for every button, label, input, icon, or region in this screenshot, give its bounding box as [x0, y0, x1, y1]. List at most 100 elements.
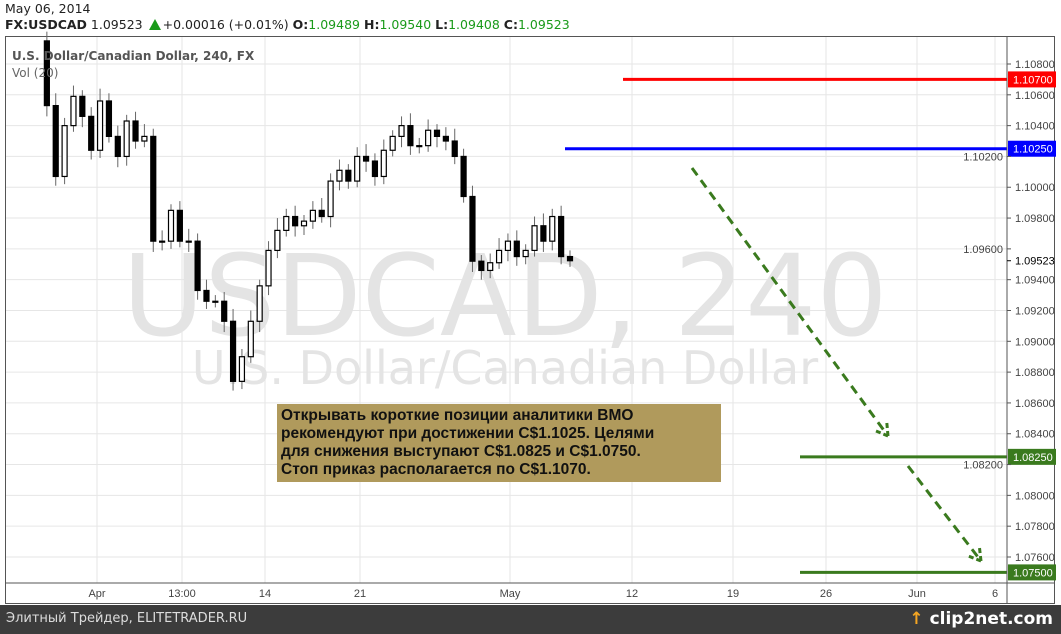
dashed-arrow	[690, 167, 890, 437]
candle	[362, 155, 370, 162]
series-legend: U.S. Dollar/Canadian Dollar, 240, FX	[12, 49, 255, 63]
candle	[256, 285, 263, 322]
candle	[52, 104, 59, 178]
candle	[416, 145, 423, 148]
x-tick-label: 14	[259, 588, 271, 600]
x-tick-label: 6	[992, 588, 998, 600]
note-line: для снижения выступают C$1.0825 и C$1.07…	[281, 443, 641, 460]
candle	[229, 320, 237, 382]
candle	[79, 95, 86, 117]
candle	[389, 135, 396, 151]
candle	[549, 215, 556, 242]
level-label: 1.07500	[1013, 567, 1053, 579]
analysis-note: Открывать короткие позиции аналитики BMO…	[277, 404, 721, 482]
x-tick-label: 21	[354, 588, 366, 600]
candle	[88, 115, 95, 151]
candle	[70, 95, 77, 127]
y-tick-label: 1.08000	[1015, 490, 1055, 502]
candle	[283, 215, 290, 231]
y-tick-label: 1.10200	[963, 151, 1003, 163]
low-value: 1.09408	[448, 17, 500, 32]
x-tick-label: 19	[727, 588, 739, 600]
footer-source: Элитный Трейдер, ELITETRADER.RU	[6, 611, 248, 626]
level-label-bg	[1008, 448, 1056, 465]
footer: Элитный Трейдер, ELITETRADER.RU ↑ clip2n…	[0, 605, 1061, 634]
candle	[114, 135, 121, 158]
candle	[265, 249, 272, 287]
candle	[194, 240, 201, 292]
candle	[345, 169, 352, 182]
candle	[380, 149, 387, 178]
y-tick-label: 1.07600	[1015, 552, 1055, 564]
note-line: Стоп приказ располагается по C$1.1070.	[281, 461, 591, 478]
y-tick-label: 1.09600	[963, 244, 1003, 256]
y-tick-label: 1.08400	[1015, 429, 1055, 441]
candle	[327, 180, 334, 218]
last-price: 1.09523	[90, 17, 143, 32]
x-tick-label: May	[500, 588, 521, 600]
candle	[451, 140, 458, 158]
current-price-label: 1.09523	[1015, 256, 1055, 268]
candle	[300, 220, 308, 227]
y-tick-label: 1.08600	[1015, 398, 1055, 410]
level-label: 1.10700	[1013, 74, 1053, 86]
candle	[309, 209, 316, 222]
high-label: H:	[363, 17, 380, 32]
candle	[540, 225, 547, 242]
candle	[398, 125, 405, 138]
candle	[159, 240, 166, 243]
triangle-up-icon	[148, 19, 161, 30]
y-tick-label: 1.09400	[1015, 275, 1055, 287]
candle	[185, 240, 192, 243]
arrow-head	[885, 421, 890, 437]
note-line: рекомендуют при достижении C$1.1025. Цел…	[281, 425, 655, 442]
candle	[238, 356, 246, 382]
candle	[141, 135, 148, 142]
candle	[425, 129, 432, 147]
y-tick-label: 1.10400	[1015, 121, 1055, 133]
candle	[43, 40, 50, 107]
candle	[513, 240, 520, 258]
candle	[292, 215, 299, 227]
candle	[407, 125, 414, 147]
candle	[221, 300, 228, 322]
low-label: L:	[435, 17, 449, 32]
x-tick-label: 12	[626, 588, 638, 600]
candle	[354, 155, 361, 182]
candle	[61, 125, 68, 178]
candle	[105, 100, 113, 138]
level-label: 1.10250	[1013, 144, 1053, 156]
candle	[566, 255, 574, 262]
dashed-arrow	[906, 465, 983, 562]
x-tick-label: 26	[820, 588, 832, 600]
candle	[433, 129, 441, 138]
candle	[203, 289, 210, 302]
y-tick-label: 1.10800	[1015, 59, 1055, 71]
candle	[96, 100, 104, 151]
candle	[487, 262, 494, 272]
level-label-bg	[1008, 564, 1056, 581]
quote-line: FX:USDCAD 1.09523 +0.00016 (+0.01%) O:1.…	[5, 17, 570, 32]
candle	[318, 209, 325, 218]
x-tick-label: Jun	[908, 588, 926, 600]
candle	[460, 155, 467, 198]
y-tick-label: 1.09800	[1015, 213, 1055, 225]
candle	[132, 120, 139, 142]
upload-arrow-icon: ↑	[909, 609, 924, 629]
candle	[176, 209, 183, 242]
candle	[531, 225, 538, 252]
symbol: FX:USDCAD	[5, 17, 87, 32]
candle	[469, 195, 476, 262]
logo-text: clip2net.com	[929, 609, 1053, 629]
chart-frame[interactable]	[5, 36, 1055, 604]
chart-date: May 06, 2014	[5, 1, 91, 16]
y-tick-label: 1.08800	[1015, 367, 1055, 379]
arrow-head	[977, 546, 983, 562]
open-label: O:	[292, 17, 309, 32]
close-label: C:	[503, 17, 518, 32]
candle	[212, 300, 219, 303]
x-tick-label: Apr	[88, 588, 105, 600]
x-tick-label: 13:00	[168, 588, 196, 600]
candle	[123, 120, 130, 158]
